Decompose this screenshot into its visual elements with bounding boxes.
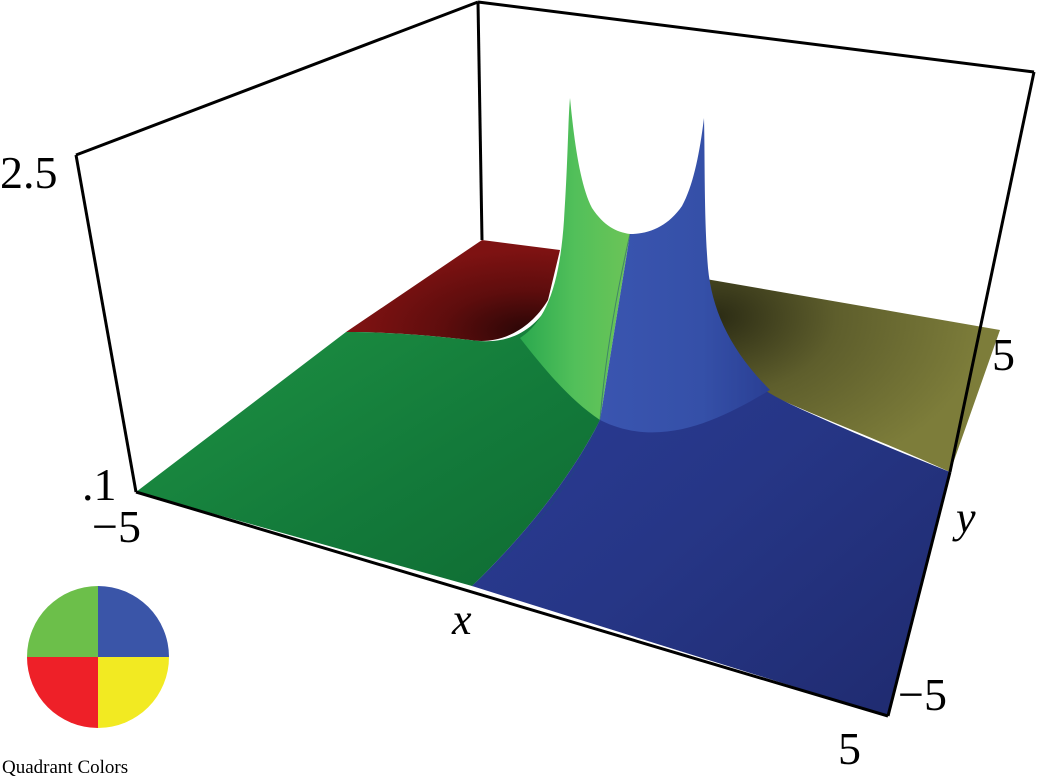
box-edge-bottom-front [135, 490, 889, 718]
box-back-edges [75, 0, 1035, 241]
axis-labels: 2.5 .1 −5 x 5 5 y −5 [0, 147, 1015, 774]
box-edge-left-vertical [74, 154, 138, 493]
legend-quadrant-top-left [27, 586, 98, 657]
legend-caption: Quadrant Colors [2, 757, 128, 778]
y-axis-label: y [952, 493, 976, 542]
surface-quadrant-green-floor [136, 300, 600, 586]
surface-seam [471, 233, 631, 587]
surface-spike-green [520, 98, 630, 420]
quadrant-legend: Quadrant Colors [2, 586, 169, 778]
box-edge-front-right-vertical [886, 471, 952, 717]
z-tick-max: 2.5 [0, 147, 58, 198]
y-tick-min: −5 [898, 669, 947, 720]
x-tick-min: −5 [92, 501, 141, 552]
surface-spike-blue [600, 118, 770, 433]
box-edge-back-vertical [476, 1, 484, 241]
x-tick-max: 5 [838, 723, 861, 774]
x-axis-label: x [451, 595, 472, 644]
surface-quadrant-red [346, 240, 560, 341]
box-edge-right-vertical [948, 71, 1036, 473]
box-edge-top-right [477, 0, 1035, 74]
surface-quadrant-blue-floor [472, 300, 950, 716]
box-edge-top-left [75, 0, 479, 157]
z-tick-min: .1 [82, 459, 117, 510]
legend-quadrant-top-right [98, 586, 169, 657]
surface-quadrant-olive [700, 278, 1000, 472]
legend-quadrant-bottom-right [98, 657, 169, 728]
surface [136, 98, 1000, 716]
box-front-edges [74, 71, 1036, 718]
y-tick-max: 5 [992, 329, 1015, 380]
legend-quadrant-bottom-left [27, 657, 98, 728]
